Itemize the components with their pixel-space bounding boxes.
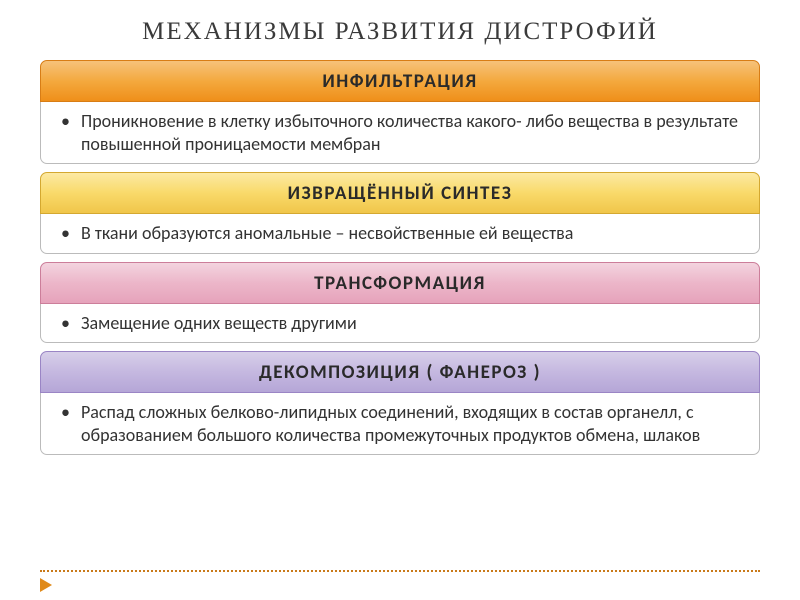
mechanism-section: ТРАНСФОРМАЦИЯ Замещение одних веществ др…: [40, 262, 760, 344]
section-header-decomposition: ДЕКОМПОЗИЦИЯ ( ФАНЕРОЗ ): [40, 351, 760, 393]
section-desc: Проникновение в клетку избыточного колич…: [40, 102, 760, 164]
section-desc-text: Проникновение в клетку избыточного колич…: [73, 110, 745, 155]
section-desc-text: Распад сложных белково-липидных соединен…: [73, 401, 745, 446]
slide-arrow-icon: [40, 578, 52, 592]
mechanism-section: ИНФИЛЬТРАЦИЯ Проникновение в клетку избы…: [40, 60, 760, 164]
mechanism-section: ДЕКОМПОЗИЦИЯ ( ФАНЕРОЗ ) Распад сложных …: [40, 351, 760, 455]
section-header-synthesis: ИЗВРАЩЁННЫЙ СИНТЕЗ: [40, 172, 760, 214]
section-desc: Распад сложных белково-липидных соединен…: [40, 393, 760, 455]
section-header-infiltration: ИНФИЛЬТРАЦИЯ: [40, 60, 760, 102]
section-desc: В ткани образуются аномальные – несвойст…: [40, 214, 760, 254]
footer-divider: [40, 570, 760, 572]
slide-title: МЕХАНИЗМЫ РАЗВИТИЯ ДИСТРОФИЙ: [40, 18, 760, 46]
section-desc: Замещение одних веществ другими: [40, 304, 760, 344]
mechanism-section: ИЗВРАЩЁННЫЙ СИНТЕЗ В ткани образуются ан…: [40, 172, 760, 254]
section-desc-text: Замещение одних веществ другими: [73, 312, 745, 335]
section-header-transformation: ТРАНСФОРМАЦИЯ: [40, 262, 760, 304]
section-desc-text: В ткани образуются аномальные – несвойст…: [73, 222, 745, 245]
